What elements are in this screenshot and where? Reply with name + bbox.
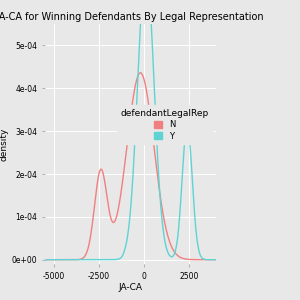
Title: JA-CA for Winning Defendants By Legal Representation: JA-CA for Winning Defendants By Legal Re… bbox=[0, 12, 264, 22]
Y-axis label: density: density bbox=[0, 127, 9, 161]
Legend: N, Y: N, Y bbox=[117, 106, 212, 144]
X-axis label: JA-CA: JA-CA bbox=[118, 284, 142, 292]
